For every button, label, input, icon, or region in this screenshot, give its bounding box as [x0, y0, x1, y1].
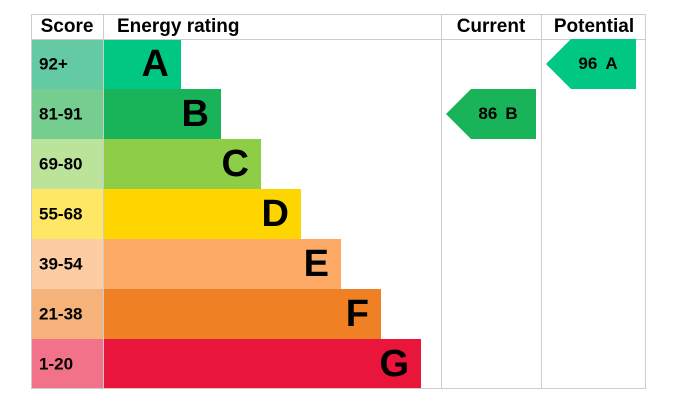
score-header: Score — [41, 16, 94, 37]
score-cell — [31, 189, 103, 239]
score-label: 21-38 — [39, 304, 82, 323]
rating-letter: C — [222, 143, 249, 185]
rating-bar — [103, 239, 341, 289]
current-letter: B — [505, 104, 517, 123]
score-cell — [31, 289, 103, 339]
rating-letter: G — [379, 343, 409, 385]
potential-arrow — [546, 39, 636, 89]
rating-bar — [103, 189, 301, 239]
score-cell — [31, 89, 103, 139]
score-label: 81-91 — [39, 104, 82, 123]
potential-score: 96 — [578, 54, 597, 73]
score-label: 39-54 — [39, 254, 83, 273]
rating-letter: F — [346, 293, 369, 335]
score-cell — [31, 339, 103, 389]
score-cell — [31, 139, 103, 189]
rating-bar — [103, 39, 181, 89]
score-label: 1-20 — [39, 354, 73, 373]
rating-letter: D — [262, 193, 289, 235]
rating-bar — [103, 289, 381, 339]
current-arrow — [446, 89, 536, 139]
current-label: 86 B — [478, 104, 517, 123]
frame — [31, 14, 646, 389]
potential-letter: A — [605, 54, 617, 73]
current-header: Current — [457, 16, 526, 37]
rating-bar — [103, 139, 261, 189]
score-cell — [31, 239, 103, 289]
rating-letter: B — [182, 93, 209, 135]
rating-letter: E — [304, 243, 329, 285]
potential-label: 96 A — [578, 54, 617, 73]
rating-bar — [103, 89, 221, 139]
current-score: 86 — [478, 104, 497, 123]
rating-bar — [103, 339, 421, 389]
score-label: 92+ — [39, 54, 68, 73]
score-cell — [31, 39, 103, 89]
potential-header: Potential — [554, 16, 634, 37]
score-label: 69-80 — [39, 154, 82, 173]
rating-header: Energy rating — [117, 16, 239, 37]
score-label: 55-68 — [39, 204, 82, 223]
rating-letter: A — [142, 43, 169, 85]
